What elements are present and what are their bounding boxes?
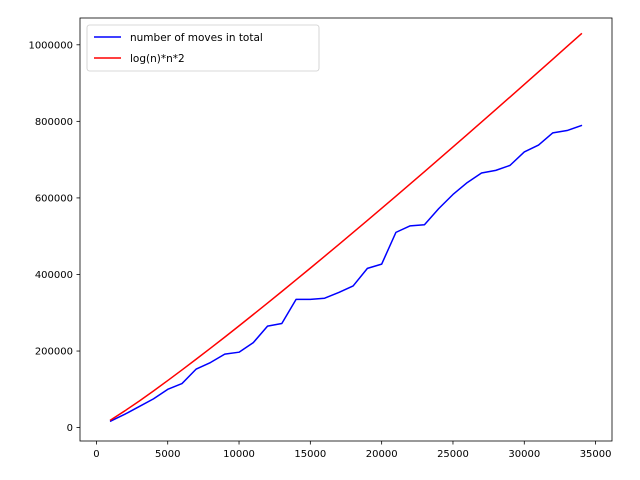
x-tick-label-7: 35000 bbox=[580, 449, 612, 460]
y-tick-label-1: 200000 bbox=[35, 347, 73, 358]
legend-label-1: log(n)*n*2 bbox=[130, 53, 185, 65]
series-layer bbox=[109, 32, 583, 423]
x-axis: 0 5000 10000 15000 20000 25000 30000 35000 bbox=[93, 441, 612, 460]
y-tick-label-3: 600000 bbox=[35, 194, 73, 205]
plot-area bbox=[80, 18, 612, 441]
y-tick-label-0: 0 bbox=[67, 423, 73, 434]
y-axis: 0 200000 400000 600000 800000 1000000 bbox=[28, 40, 80, 434]
x-tick-label-5: 25000 bbox=[437, 449, 469, 460]
y-tick-label-5: 1000000 bbox=[28, 40, 73, 51]
y-tick-label-2: 400000 bbox=[35, 270, 73, 281]
x-tick-label-3: 15000 bbox=[294, 449, 326, 460]
x-tick-label-1: 5000 bbox=[155, 449, 180, 460]
series-line-0 bbox=[109, 124, 583, 423]
series-line-1 bbox=[109, 32, 583, 422]
x-tick-label-4: 20000 bbox=[366, 449, 398, 460]
plot-frame bbox=[79, 17, 613, 442]
y-tick-label-4: 800000 bbox=[35, 117, 73, 128]
x-tick-label-6: 30000 bbox=[508, 449, 540, 460]
legend-box bbox=[86, 24, 320, 72]
x-tick-label-2: 10000 bbox=[223, 449, 255, 460]
x-tick-label-0: 0 bbox=[93, 449, 99, 460]
legend: number of moves in total log(n)*n*2 bbox=[86, 24, 320, 72]
legend-label-0: number of moves in total bbox=[130, 32, 263, 44]
